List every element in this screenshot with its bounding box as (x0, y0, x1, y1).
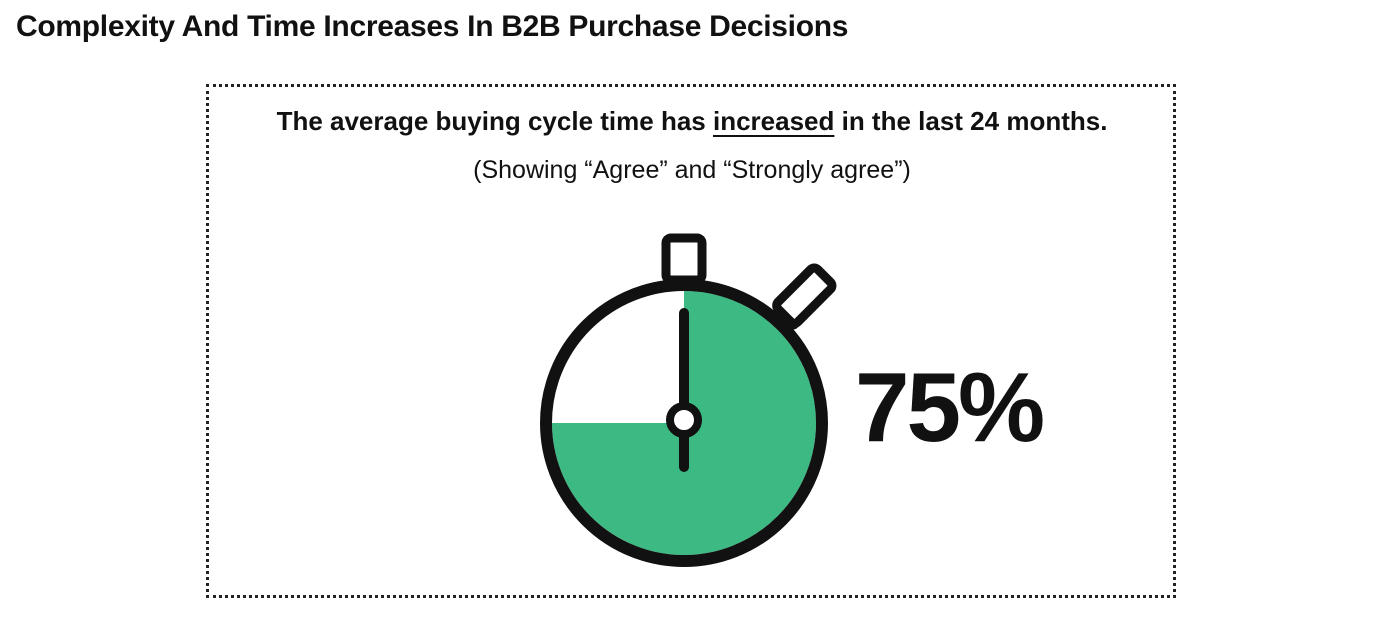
stat-card (206, 84, 1176, 598)
stopwatch-hub (666, 402, 702, 438)
headline-text-start: The average buying cycle time has (276, 106, 713, 136)
headline-emphasis: increased (712, 106, 835, 136)
page-title: Complexity And Time Increases In B2B Pur… (16, 10, 849, 43)
headline-text-end: in the last 24 months. (834, 106, 1108, 136)
card-subhead: (Showing “Agree” and “Strongly agree”) (473, 156, 911, 184)
percent-value-label: 75% (855, 352, 1045, 462)
stopwatch-side-button (772, 263, 837, 328)
stopwatch-chart (540, 233, 837, 567)
card-headline: The average buying cycle time has increa… (0, 106, 1384, 137)
stopwatch-crown (661, 233, 707, 285)
stopwatch-ring (540, 279, 828, 567)
